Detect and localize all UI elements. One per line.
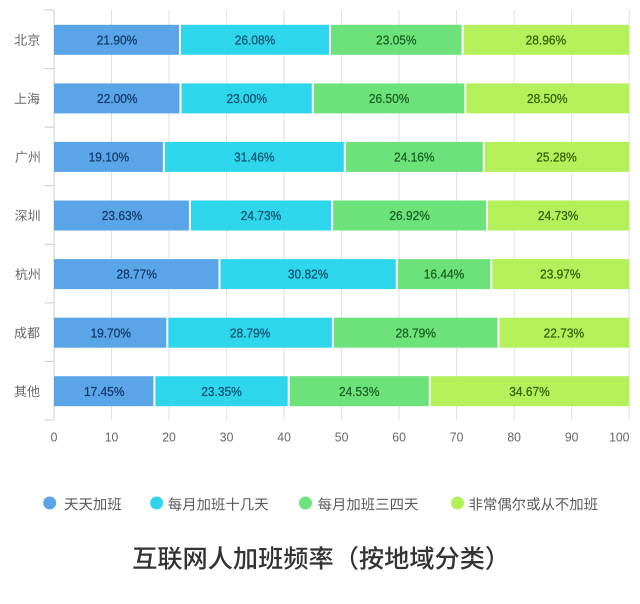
svg-text:22.00%: 22.00%: [97, 91, 138, 106]
svg-text:23.00%: 23.00%: [226, 91, 267, 106]
svg-text:21.90%: 21.90%: [97, 32, 138, 47]
svg-text:70: 70: [450, 429, 464, 444]
svg-text:26.92%: 26.92%: [389, 208, 430, 223]
svg-text:19.70%: 19.70%: [90, 325, 131, 340]
svg-text:28.79%: 28.79%: [395, 325, 436, 340]
svg-text:24.73%: 24.73%: [241, 208, 282, 223]
svg-text:90: 90: [565, 429, 579, 444]
svg-text:26.50%: 26.50%: [369, 91, 410, 106]
svg-text:20: 20: [162, 429, 176, 444]
svg-text:0: 0: [51, 429, 58, 444]
svg-text:24.73%: 24.73%: [538, 208, 579, 223]
svg-text:50: 50: [335, 429, 349, 444]
svg-text:23.63%: 23.63%: [102, 208, 143, 223]
svg-text:16.44%: 16.44%: [424, 267, 465, 282]
svg-text:23.35%: 23.35%: [201, 384, 242, 399]
svg-text:60: 60: [392, 429, 406, 444]
svg-text:22.73%: 22.73%: [544, 325, 585, 340]
svg-text:19.10%: 19.10%: [89, 150, 130, 165]
svg-text:23.05%: 23.05%: [376, 32, 417, 47]
svg-text:24.53%: 24.53%: [339, 384, 380, 399]
svg-text:40: 40: [277, 429, 291, 444]
svg-text:25.28%: 25.28%: [536, 150, 577, 165]
svg-text:10: 10: [105, 429, 119, 444]
svg-text:80: 80: [507, 429, 521, 444]
svg-text:30: 30: [220, 429, 234, 444]
svg-text:34.67%: 34.67%: [509, 384, 550, 399]
svg-text:30.82%: 30.82%: [288, 267, 329, 282]
svg-text:28.79%: 28.79%: [230, 325, 271, 340]
svg-text:17.45%: 17.45%: [84, 384, 125, 399]
svg-text:28.50%: 28.50%: [527, 91, 568, 106]
svg-text:28.77%: 28.77%: [116, 267, 157, 282]
svg-text:100: 100: [609, 429, 629, 444]
svg-text:31.46%: 31.46%: [234, 150, 275, 165]
svg-text:28.96%: 28.96%: [526, 32, 567, 47]
svg-text:26.08%: 26.08%: [235, 32, 276, 47]
svg-text:23.97%: 23.97%: [540, 267, 581, 282]
svg-text:24.16%: 24.16%: [394, 150, 435, 165]
